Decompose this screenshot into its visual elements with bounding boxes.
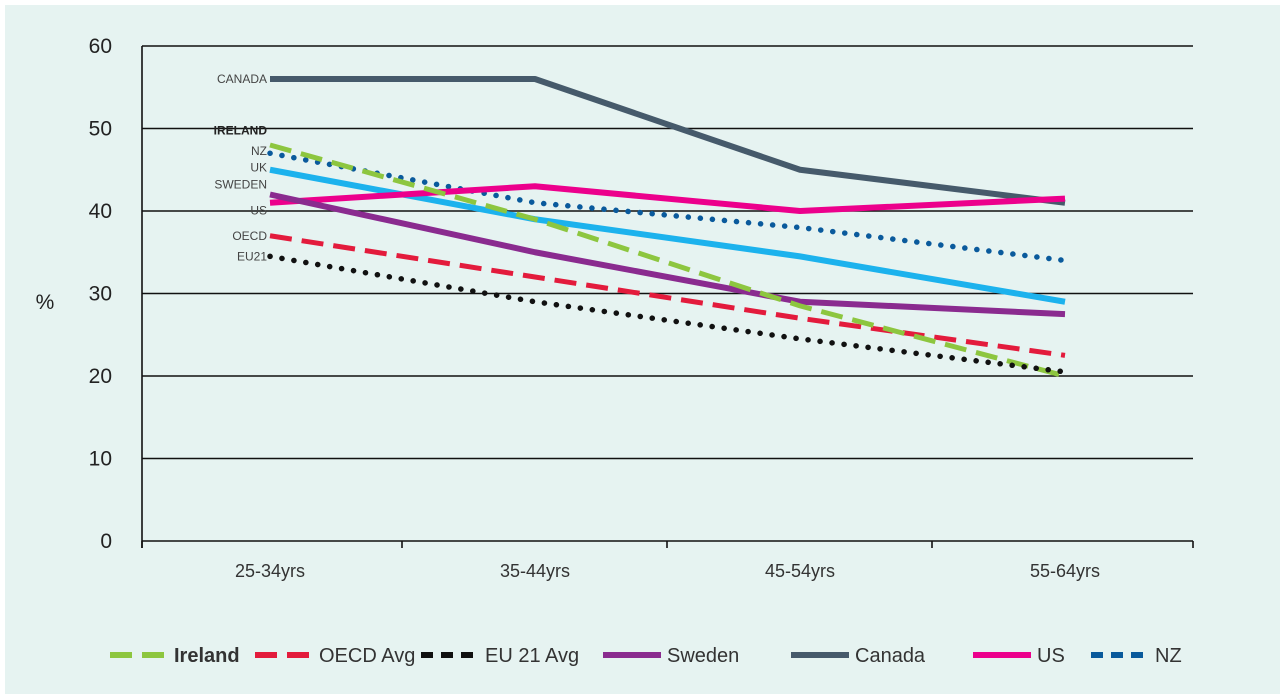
x-tick-label: 55-64yrs (1030, 561, 1100, 581)
legend-label-sweden: Sweden (667, 645, 739, 667)
line-label-us: US (250, 203, 267, 217)
y-tick-label: 30 (89, 283, 112, 306)
line-labels: IRELAND OECD EU21 SWEDEN CANADA US NZ UK (214, 72, 268, 263)
series-lines (267, 76, 1068, 379)
series-line-ireland (269, 142, 1066, 379)
x-tick-label: 45-54yrs (765, 561, 835, 581)
series-line-us (269, 183, 1066, 214)
legend-label-us: US (1037, 645, 1065, 667)
axes: 0 10 20 30 40 50 60 25-34yrs 35-44yrs 45-54yrs 55-… (89, 35, 1194, 581)
y-tick-label: 50 (89, 118, 112, 141)
legend: Ireland OECD Avg EU 21 Avg Sweden Canada US NZ (110, 645, 1182, 667)
line-label-sweden: SWEDEN (214, 178, 267, 192)
series-line-canada (270, 76, 1066, 206)
line-chart: 0 10 20 30 40 50 60 25-34yrs 35-44yrs 45-54yrs 55-… (36, 35, 1194, 667)
x-tick-label: 25-34yrs (235, 561, 305, 581)
series-line-oecd (269, 233, 1066, 358)
y-tick-label: 60 (89, 35, 112, 58)
y-tick-label: 0 (100, 530, 112, 553)
legend-label-eu-21-avg: EU 21 Avg (485, 645, 579, 667)
line-label-ireland: IRELAND (214, 124, 268, 138)
legend-label-ireland: Ireland (174, 645, 240, 667)
grid-lines (142, 45, 1193, 460)
y-tick-label: 10 (89, 448, 112, 471)
x-tick-label: 35-44yrs (500, 561, 570, 581)
y-tick-label: 20 (89, 365, 112, 388)
series-line-sweden (269, 191, 1066, 318)
line-label-nz: NZ (251, 144, 267, 158)
line-label-uk: UK (250, 160, 267, 174)
series-line-nz (267, 150, 1068, 264)
line-label-oecd: OECD (232, 229, 267, 243)
y-tick-label: 40 (89, 200, 112, 223)
legend-label-nz: NZ (1155, 645, 1182, 667)
legend-label-canada: Canada (855, 645, 926, 667)
line-label-eu21: EU21 (237, 249, 267, 263)
legend-label-oecd-avg: OECD Avg (319, 645, 415, 667)
series-line-eu21 (267, 253, 1068, 375)
line-label-canada: CANADA (217, 72, 267, 86)
chart-panel: 0 10 20 30 40 50 60 25-34yrs 35-44yrs 45-54yrs 55-… (5, 5, 1280, 694)
y-axis-label: % (36, 291, 55, 314)
